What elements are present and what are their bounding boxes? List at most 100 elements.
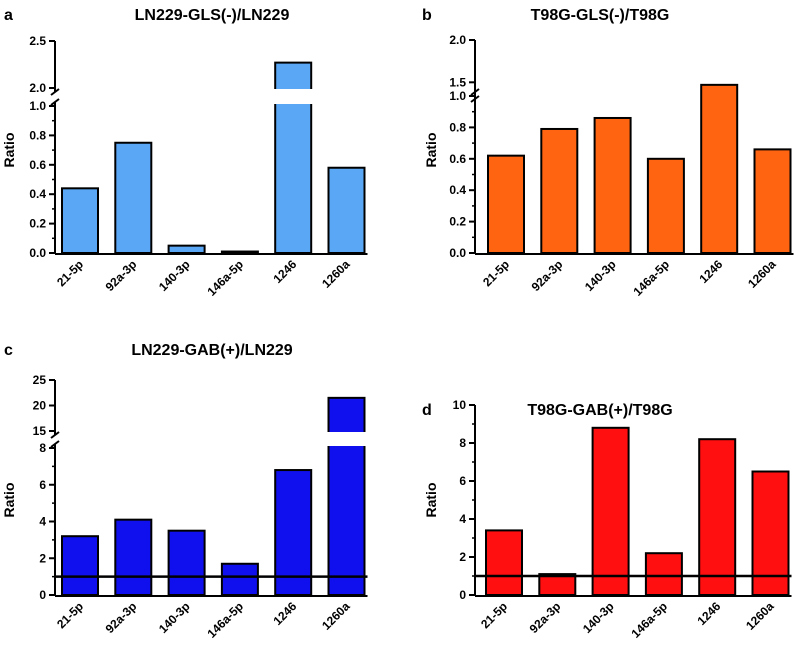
y-tick-label: 15 [33,424,47,438]
bar [327,396,366,596]
bar [646,157,685,254]
y-tick-label: 1.5 [449,75,466,89]
bar [167,529,206,596]
axis-break-mark [470,88,480,96]
y-tick-label: 2.5 [29,34,46,48]
axis-break-gap [325,432,368,446]
y-tick-label: 0 [39,588,46,602]
y-tick-label: 4 [39,515,46,529]
x-category-label: 146a-5p [205,599,247,641]
axis-break-mark [50,440,60,448]
bar [753,148,792,255]
panel-letter: b [422,7,432,24]
y-tick-label: 2.0 [449,33,466,47]
y-axis-label: Ratio [1,483,17,518]
x-category-label: 140-3p [582,257,619,294]
bar [751,470,790,596]
bar [485,529,523,597]
x-category-label: 21-5p [478,599,510,631]
panel-title: LN229-GAB(+)/LN229 [131,342,292,359]
x-category-label: 1260a [743,599,777,633]
panel-c: c LN229-GAB(+)/LN229 Ratio 0 2 4 6 8 15 20 25 21-5p… [1,342,368,641]
bar [327,166,366,255]
panel-title: T98G-GLS(-)/T98G [531,7,670,24]
x-category-label: 92a-3p [103,599,140,636]
x-category-label: 140-3p [580,599,617,636]
y-tick-label: 2 [39,551,46,565]
axis-break-mark [50,88,60,96]
y-tick-label: 0.8 [29,128,46,142]
panel-letter: c [4,342,13,359]
bar [700,83,739,254]
y-tick-label: 0.4 [29,187,46,201]
x-category-label: 1260a [745,257,779,291]
x-category-label: 146a-5p [205,257,247,299]
y-tick-label: 2 [459,550,466,564]
y-tick-label: 8 [459,436,466,450]
x-category-label: 1246 [271,257,300,286]
x-category-label: 1246 [271,599,300,628]
axis-break-mark [50,431,60,439]
y-tick-label: 4 [459,512,466,526]
x-category-label: 1246 [697,257,726,286]
y-tick-label: 0 [459,588,466,602]
x-category-label: 21-5p [54,599,86,631]
bar [487,154,525,254]
y-tick-label: 1.0 [29,99,46,113]
bar [593,116,632,255]
y-axis-label: Ratio [423,483,439,518]
x-category-label: 146a-5p [629,599,671,641]
bar [114,518,153,596]
x-category-label: 1260a [319,257,353,291]
y-tick-label: 25 [33,373,47,387]
y-tick-label: 0.4 [449,183,466,197]
bar [540,127,579,254]
bar [61,187,99,255]
x-category-label: 92a-3p [529,257,566,294]
bar [114,141,153,254]
y-tick-label: 20 [33,399,47,413]
panel-a: a LN229-GLS(-)/LN229 Ratio 0.0 0.2 0.4 0.6 0.8 1… [1,7,368,299]
y-axis-label: Ratio [1,133,17,168]
bar [698,438,737,597]
panel-letter: d [422,402,432,419]
panel-title: T98G-GAB(+)/T98G [527,402,672,419]
panel-letter: a [4,7,13,24]
y-tick-label: 0.8 [449,120,466,134]
axis-break-gap [272,89,315,104]
x-category-label: 21-5p [54,257,86,289]
y-tick-label: 2.0 [29,81,46,95]
bar [644,552,683,597]
y-tick-label: 0.6 [29,158,46,172]
bar [220,562,259,597]
bar [591,426,630,596]
x-category-label: 140-3p [156,257,193,294]
panel-d: d T98G-GAB(+)/T98G Ratio 0 2 4 6 8 10 21-5p 92a-3p… [422,398,792,641]
y-tick-label: 6 [459,474,466,488]
x-category-label: 146a-5p [631,257,673,299]
y-tick-label: 0.6 [449,152,466,166]
panel-b: b T98G-GLS(-)/T98G Ratio 0.0 0.2 0.4 0.6 0.8 1.0… [422,7,794,299]
x-category-label: 92a-3p [527,599,564,636]
y-tick-label: 0.2 [29,217,46,231]
y-axis-label: Ratio [423,133,439,168]
bar [167,244,206,254]
y-tick-label: 0.0 [29,246,46,260]
x-category-label: 1260a [319,599,353,633]
y-tick-label: 1.0 [449,89,466,103]
x-category-label: 140-3p [156,599,193,636]
y-tick-label: 8 [39,441,46,455]
bar [220,250,259,254]
axis-break-mark [470,95,480,103]
y-tick-label: 0.0 [449,246,466,260]
x-category-label: 21-5p [480,257,512,289]
x-category-label: 92a-3p [103,257,140,294]
axis-break-mark [50,98,60,106]
y-tick-label: 10 [453,398,467,412]
y-tick-label: 6 [39,478,46,492]
bar [61,535,99,597]
x-category-label: 1246 [695,599,724,628]
panel-title: LN229-GLS(-)/LN229 [135,7,290,24]
y-tick-label: 0.2 [449,215,466,229]
